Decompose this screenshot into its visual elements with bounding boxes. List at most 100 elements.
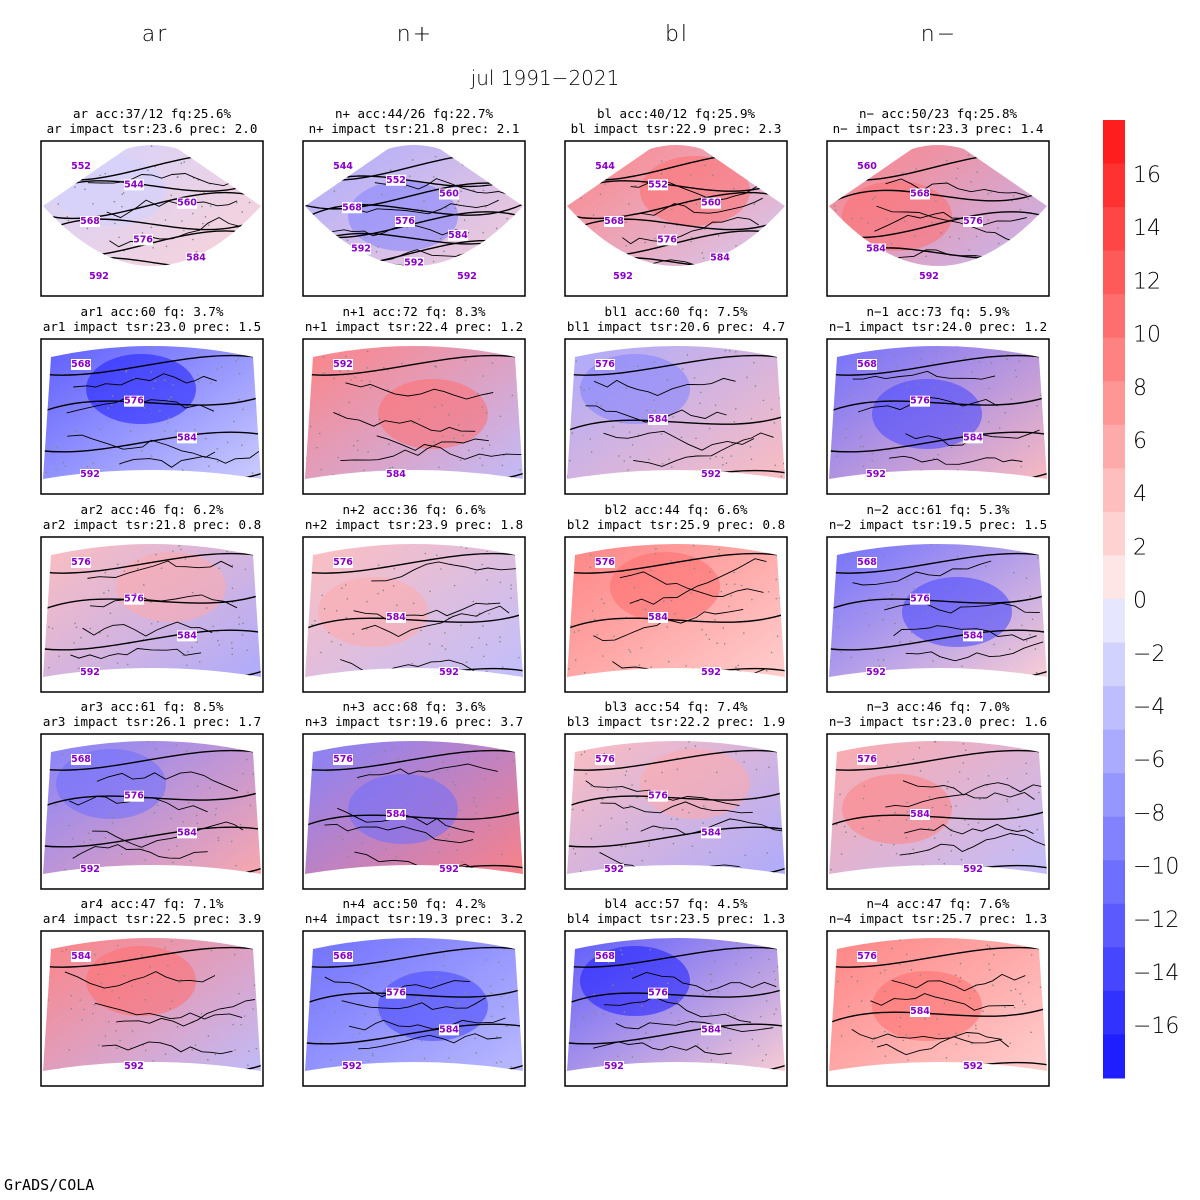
height-contours	[305, 946, 523, 1071]
contour-label: 568	[342, 202, 362, 214]
svg-text:592: 592	[439, 667, 459, 678]
height-contours	[305, 749, 523, 874]
contour-label: 592	[439, 667, 459, 678]
svg-text:544: 544	[595, 161, 615, 172]
map-panel-ar2: ar2 acc:46 fq: 6.2%ar2 impact tsr:21.8 p…	[40, 502, 264, 693]
colorbar-segment	[1103, 1034, 1125, 1079]
svg-text:584: 584	[866, 244, 886, 255]
contour-label: 544	[595, 161, 615, 172]
panel-frame	[302, 930, 526, 1087]
colorbar-tick-label: −10	[1133, 855, 1179, 880]
contour-label: 576	[648, 987, 668, 999]
contour-label: 576	[595, 754, 615, 765]
panel-title-line2: ar1 impact tsr:23.0 prec: 1.5	[43, 319, 261, 334]
svg-text:576: 576	[657, 234, 677, 245]
anomaly-core	[842, 774, 952, 844]
contour-label: 592	[604, 864, 624, 875]
panel-frame	[564, 338, 788, 495]
svg-text:560: 560	[439, 189, 459, 200]
panel-frame	[302, 536, 526, 693]
contour-label: 592	[866, 667, 886, 678]
svg-text:552: 552	[71, 161, 91, 172]
svg-text:592: 592	[124, 1061, 144, 1072]
svg-text:544: 544	[124, 179, 144, 190]
map-panel-n+1: n+1 acc:72 fq: 8.3%n+1 impact tsr:22.4 p…	[302, 304, 526, 495]
colorbar-tick-label: 14	[1133, 216, 1161, 241]
contour-label: 568	[71, 359, 91, 370]
coastlines	[851, 973, 1026, 1056]
colorbar-segment	[1103, 903, 1125, 948]
panel-title-line2: bl impact tsr:22.9 prec: 2.3	[571, 121, 782, 136]
colorbar-tick-label: −16	[1133, 1014, 1179, 1039]
map-panel-n-2: n−2 acc:61 fq: 5.3%n−2 impact tsr:19.5 p…	[826, 502, 1050, 693]
panel-title-line2: n+3 impact tsr:19.6 prec: 3.7	[305, 714, 523, 729]
colorbar-segment	[1103, 773, 1125, 818]
panel-frame	[40, 140, 264, 297]
panel-title-line1: n− acc:50/23 fq:25.8%	[859, 106, 1018, 121]
contour-label: 592	[342, 1061, 362, 1072]
panel-title-line1: ar3 acc:61 fq: 8.5%	[81, 699, 224, 714]
svg-text:584: 584	[186, 253, 206, 264]
panel-title-line2: n+4 impact tsr:19.3 prec: 3.2	[305, 911, 523, 926]
panel-frame	[564, 733, 788, 890]
svg-text:592: 592	[919, 271, 939, 282]
panel-frame	[302, 733, 526, 890]
colorbar-segment	[1103, 250, 1125, 295]
contour-label: 576	[133, 234, 153, 246]
svg-text:592: 592	[80, 469, 100, 480]
panel-title-line2: bl3 impact tsr:22.2 prec: 1.9	[567, 714, 785, 729]
height-contours	[567, 354, 785, 479]
map-panel-bl: bl acc:40/12 fq:25.9%bl impact tsr:22.9 …	[564, 106, 788, 297]
svg-text:576: 576	[648, 988, 668, 999]
colorbar-tick-label: 8	[1133, 376, 1147, 401]
coastlines	[593, 972, 777, 1055]
contour-label: 592	[919, 271, 939, 282]
colorbar-segment	[1103, 990, 1125, 1035]
colorbar-tick-label: 16	[1133, 163, 1161, 188]
contour-label: 576	[963, 216, 983, 227]
significance-dots	[568, 544, 783, 677]
svg-text:592: 592	[866, 469, 886, 480]
panel-frame	[40, 536, 264, 693]
svg-text:576: 576	[386, 988, 406, 999]
colorbar-tick-label: 0	[1133, 589, 1147, 614]
contour-label: 584	[963, 630, 983, 642]
panel-frame	[302, 140, 526, 297]
panel-title-line1: n−4 acc:47 fq: 7.6%	[867, 896, 1010, 911]
panel-frame	[564, 140, 788, 297]
contour-label: 584	[439, 1024, 459, 1036]
coastlines	[64, 971, 255, 1055]
contour-label: 576	[395, 216, 415, 227]
anomaly-core	[318, 577, 428, 647]
colorbar-segment	[1103, 207, 1125, 252]
colorbar-segment	[1103, 468, 1125, 513]
height-contours	[567, 552, 785, 677]
svg-text:592: 592	[342, 1061, 362, 1072]
contour-label: 584	[186, 253, 206, 264]
contour-label: 592	[439, 864, 459, 875]
svg-text:584: 584	[386, 809, 406, 820]
svg-text:568: 568	[80, 216, 100, 227]
contour-label: 560	[177, 197, 197, 209]
contour-label: 576	[71, 557, 91, 568]
contour-label: 560	[857, 161, 877, 172]
svg-text:576: 576	[857, 754, 877, 765]
svg-text:568: 568	[857, 557, 877, 568]
svg-text:584: 584	[963, 630, 983, 641]
contour-label: 584	[386, 612, 406, 623]
contour-label: 576	[857, 754, 877, 765]
svg-text:584: 584	[701, 827, 721, 838]
panel-title-line2: n+ impact tsr:21.8 prec: 2.1	[309, 121, 520, 136]
footer-credit: GrADS/COLA	[4, 1176, 95, 1194]
svg-text:592: 592	[963, 864, 983, 875]
colorbar-segment	[1103, 120, 1125, 165]
map-panel-ar: ar acc:37/12 fq:25.6%ar impact tsr:23.6 …	[40, 106, 264, 297]
colorbar: 16 14 12 10 8 6 4 2 0 −2 −4 −6 −8 −10 −12 −14 −16	[1103, 120, 1179, 1079]
contour-label: 584	[701, 1024, 721, 1036]
map-panel-bl1: bl1 acc:60 fq: 7.5%bl1 impact tsr:20.6 p…	[564, 304, 788, 495]
column-title-ar: ar	[141, 22, 169, 47]
svg-text:576: 576	[963, 216, 983, 227]
svg-text:592: 592	[963, 1061, 983, 1072]
contour-label: 576	[595, 557, 615, 568]
contour-label: 592	[963, 864, 983, 875]
